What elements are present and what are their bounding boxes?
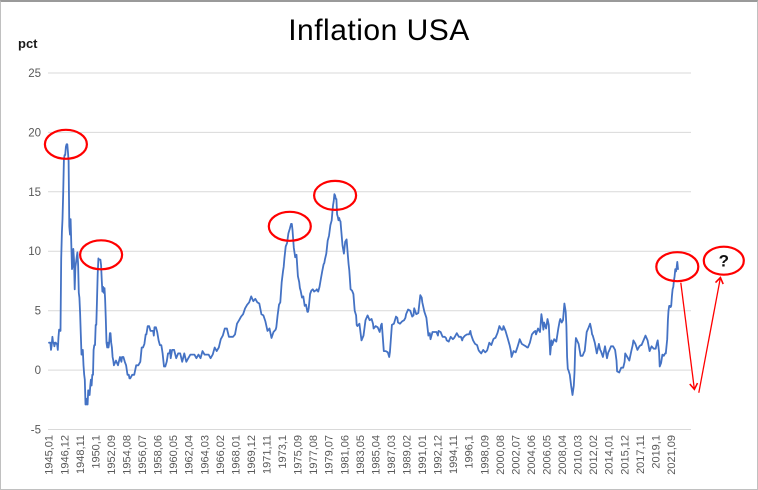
- x-tick-label: 1985,04: [370, 435, 382, 475]
- x-tick-label: 1969,12: [246, 435, 258, 475]
- x-tick-label: 1968,01: [230, 435, 242, 475]
- x-tick-label: 1971,11: [262, 435, 274, 474]
- peak-circle-annotation: [267, 210, 312, 242]
- x-tick-label: 1945,01: [44, 435, 56, 475]
- annotation-layer: ?: [43, 128, 745, 393]
- x-tick-label: 1987,03: [386, 435, 398, 475]
- x-tick-label: 2002,07: [510, 435, 522, 475]
- gridlines: [48, 72, 691, 430]
- y-tick-label: 5: [35, 306, 41, 318]
- x-tick-label: 1983,05: [355, 435, 367, 475]
- x-tick-label: 1991,01: [417, 435, 429, 475]
- y-tick-label: 15: [28, 187, 41, 199]
- peak-circle-annotation: [78, 239, 124, 271]
- x-tick-label: 1973,1: [277, 435, 289, 469]
- y-tick-label: 0: [35, 365, 41, 377]
- x-tick-label: 1981,06: [339, 435, 351, 475]
- x-tick-label: 1964,03: [199, 435, 211, 475]
- chart-title: Inflation USA: [288, 14, 470, 47]
- x-tick-label: 1960,05: [168, 435, 180, 475]
- x-tick-label: 1979,07: [324, 435, 336, 475]
- y-tick-label: 10: [28, 246, 41, 258]
- x-tick-label: 1996,1: [464, 435, 476, 469]
- x-tick-label: 1992,12: [433, 435, 445, 475]
- x-tick-label: 2008,04: [557, 435, 569, 475]
- x-tick-label: 2014,01: [604, 435, 616, 475]
- x-tick-label: 2017,11: [635, 435, 647, 474]
- x-tick-label: 1946,12: [59, 435, 71, 475]
- y-tick-label: 25: [28, 68, 41, 80]
- x-tick-label: 1958,06: [153, 435, 165, 475]
- x-tick-label: 1954,08: [122, 435, 134, 475]
- x-tick-label: 1956,07: [137, 435, 149, 475]
- x-tick-label: 2012,02: [588, 435, 600, 475]
- peak-circle-annotation: [655, 251, 700, 283]
- question-mark-label: ?: [719, 252, 729, 271]
- x-tick-label: 2019,1: [650, 435, 662, 469]
- y-axis-unit-label: pct: [18, 36, 38, 51]
- forecast-arrow-down: [680, 282, 699, 391]
- x-tick-label: 2021,09: [666, 435, 678, 475]
- x-tick-label: 1998,09: [479, 435, 491, 475]
- forecast-arrow-up: [698, 276, 724, 393]
- y-tick-label: 20: [28, 127, 41, 139]
- future-question-circle: [702, 245, 745, 276]
- x-tick-label: 1994,11: [448, 435, 460, 474]
- peak-circle-annotation: [43, 128, 89, 160]
- inflation-series-line: [48, 143, 679, 406]
- x-tick-label: 1977,08: [308, 435, 320, 475]
- x-tick-label: 1975,09: [293, 435, 305, 475]
- series-layer: [48, 143, 679, 406]
- x-tick-label: 2015,12: [619, 435, 631, 475]
- x-tick-label: 1962,04: [184, 435, 196, 475]
- x-tick-label: 2000,08: [495, 435, 507, 475]
- x-tick-label: 2010,03: [573, 435, 585, 475]
- x-tick-label: 1952,09: [106, 435, 118, 475]
- y-tick-label: -5: [31, 425, 41, 437]
- x-tick-label: 1950,1: [90, 435, 102, 469]
- peak-circle-annotation: [313, 179, 358, 211]
- x-tick-label: 2004,06: [526, 435, 538, 475]
- x-tick-label: 1989,02: [402, 435, 414, 475]
- x-tick-label: 1966,02: [215, 435, 227, 475]
- x-tick-label: 1948,11: [75, 435, 87, 474]
- x-tick-label: 2006,05: [542, 435, 554, 475]
